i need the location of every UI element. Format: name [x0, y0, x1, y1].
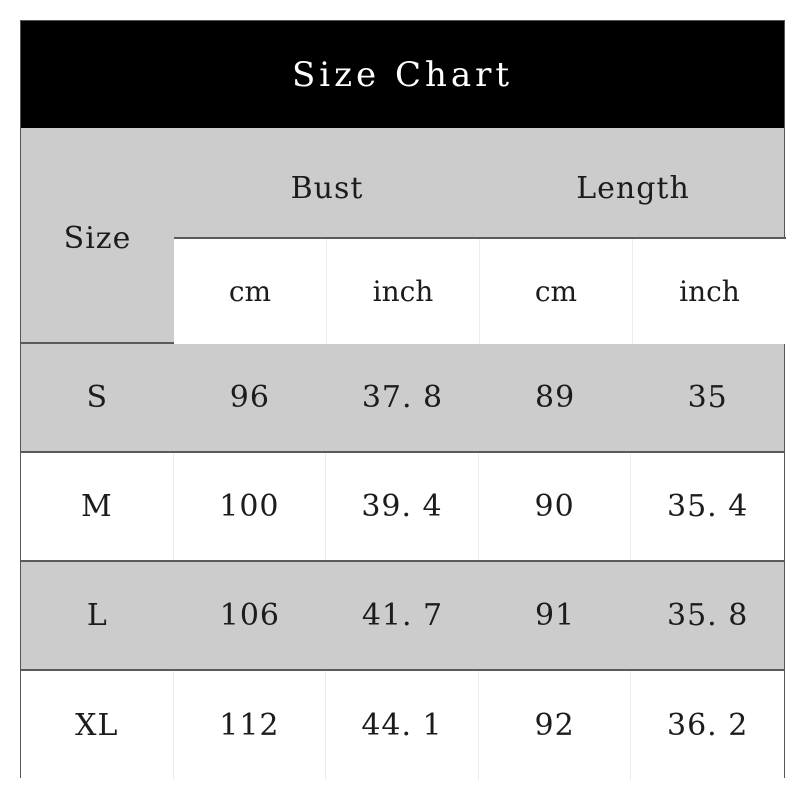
unit-header-bust-cm: cm [174, 239, 327, 344]
column-group-bust: Bust [290, 171, 364, 206]
table-row: XL 112 44. 1 92 36. 2 [21, 671, 784, 780]
unit-header-length-cm: cm [480, 239, 633, 344]
unit-header-row: cm inch cm inch [174, 237, 786, 344]
cell-bust-inch: 41. 7 [361, 598, 444, 633]
cell-length-cm: 91 [534, 598, 576, 633]
cell-length-cm: 90 [479, 453, 632, 560]
unit-header-length-inch: inch [679, 275, 740, 308]
unit-header-bust-inch: inch [327, 239, 480, 344]
chart-title-bar: Size Chart [21, 21, 784, 128]
cell-length-cm: 92 [479, 671, 632, 780]
cell-bust-inch: 39. 4 [326, 453, 479, 560]
table-row: L 106 41. 7 91 35. 8 [21, 562, 784, 671]
table-body: S 96 37. 8 89 35 M 100 39. 4 90 35. 4 L … [21, 344, 784, 780]
cell-bust-cm: 100 [174, 453, 327, 560]
table-row: M 100 39. 4 90 35. 4 [21, 453, 784, 562]
cell-size: S [86, 380, 109, 415]
cell-bust-inch: 37. 8 [361, 380, 444, 415]
cell-bust-cm: 112 [174, 671, 327, 780]
page-title: Size Chart [291, 54, 514, 95]
cell-bust-inch: 44. 1 [326, 671, 479, 780]
cell-bust-cm: 96 [229, 380, 270, 415]
column-header-size: Size [63, 221, 132, 256]
cell-length-inch: 35. 4 [667, 489, 749, 524]
size-chart-table: Size Chart Bust Length Size cm inch cm i… [20, 20, 786, 780]
column-group-length: Length [576, 171, 690, 206]
cell-length-inch: 35 [687, 380, 728, 415]
table-row: S 96 37. 8 89 35 [21, 344, 784, 453]
cell-size: XL [21, 671, 174, 780]
cell-size: L [86, 598, 108, 633]
cell-length-inch: 35. 8 [667, 598, 749, 633]
cell-length-inch: 36. 2 [667, 708, 749, 743]
cell-bust-cm: 106 [219, 598, 281, 633]
cell-length-cm: 89 [534, 380, 576, 415]
cell-size: M [21, 453, 174, 560]
table-header-block: Bust Length Size cm inch cm inch [21, 128, 786, 344]
